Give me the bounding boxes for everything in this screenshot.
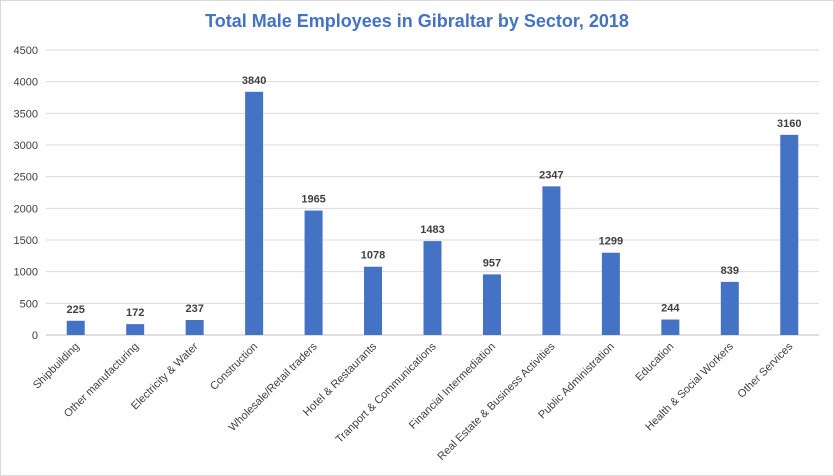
bar	[364, 266, 383, 335]
bar	[423, 241, 442, 335]
y-tick-label: 0	[32, 330, 38, 342]
data-label: 244	[661, 303, 680, 315]
y-tick-label: 2000	[14, 203, 38, 215]
y-tick-label: 2500	[14, 172, 38, 184]
data-label: 1078	[361, 250, 385, 262]
data-label: 3160	[777, 118, 801, 130]
y-tick-label: 500	[20, 298, 38, 310]
bar	[66, 320, 85, 335]
x-tick-label: Education	[633, 341, 676, 384]
y-tick-label: 4500	[14, 45, 38, 57]
x-tick-label: Shipbuilding	[31, 341, 82, 392]
y-tick-label: 3000	[14, 140, 38, 152]
y-tick-label: 1500	[14, 235, 38, 247]
data-label: 172	[126, 307, 144, 319]
x-tick-label: Other Services	[735, 340, 795, 400]
bar	[245, 91, 264, 335]
data-label: 957	[483, 257, 501, 269]
data-label: 839	[721, 265, 739, 277]
data-label: 225	[67, 304, 85, 316]
data-label: 1299	[599, 236, 623, 248]
data-label: 3840	[242, 75, 266, 87]
y-tick-label: 3500	[14, 108, 38, 120]
data-label: 237	[185, 303, 203, 315]
bar	[661, 319, 680, 335]
x-tick-label: Electricity & Water	[129, 340, 201, 412]
bar	[126, 324, 145, 335]
data-label: 1965	[301, 194, 325, 206]
x-tick-label: Tranport & Communications	[334, 340, 439, 445]
data-label: 1483	[420, 224, 444, 236]
bar	[720, 281, 739, 335]
bar	[482, 274, 501, 335]
x-tick-label: Real Estate & Business Activities	[435, 340, 558, 463]
chart-title: Total Male Employees in Gibraltar by Sec…	[205, 11, 629, 31]
x-tick-label: Construction	[208, 341, 260, 393]
bar	[185, 319, 204, 335]
y-tick-label: 1000	[14, 267, 38, 279]
data-label: 2347	[539, 169, 563, 181]
y-tick-label: 4000	[14, 77, 38, 89]
bar	[542, 186, 561, 335]
bar	[601, 252, 620, 335]
bar	[304, 210, 323, 335]
bar	[780, 134, 799, 335]
